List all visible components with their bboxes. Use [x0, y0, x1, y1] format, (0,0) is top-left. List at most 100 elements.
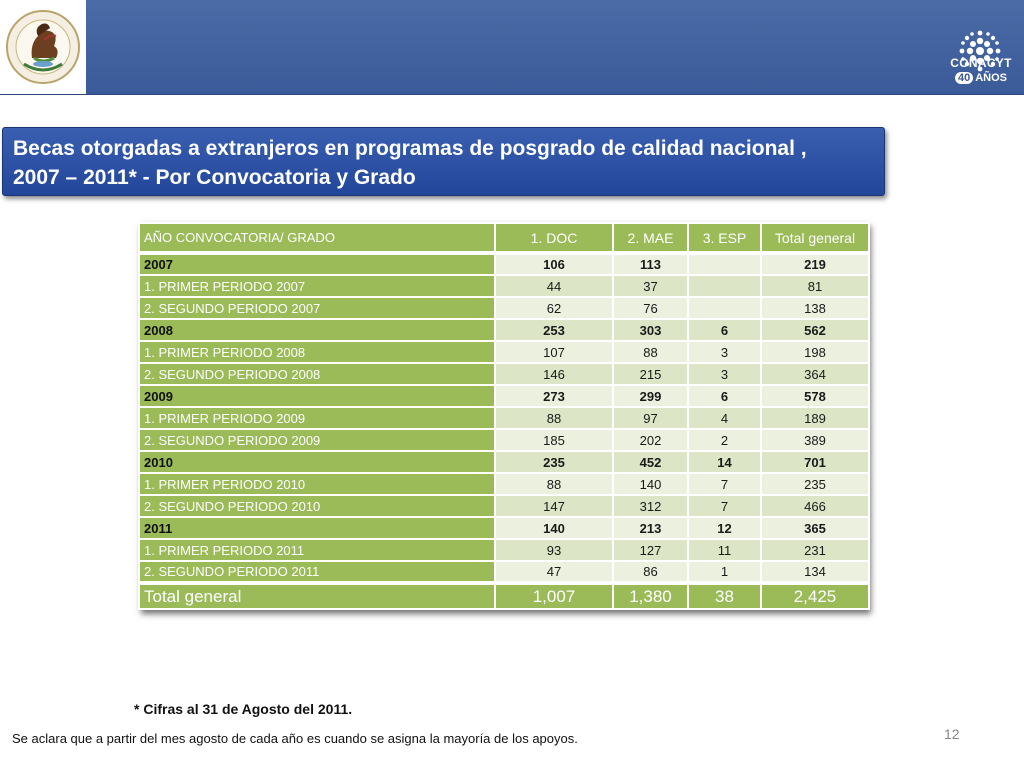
row-label: 2009 [138, 384, 496, 408]
cell-total: 189 [760, 406, 870, 430]
cell-doc: 253 [494, 318, 614, 342]
data-cutoff-note: * Cifras al 31 de Agosto del 2011. [134, 701, 353, 717]
cell-esp: 6 [687, 318, 762, 342]
cell-mae: 213 [612, 516, 689, 540]
table-row: 1. PRIMER PERIODO 2008 107 88 3 198 [138, 340, 870, 364]
row-label: 2010 [138, 450, 496, 474]
cell-esp: 3 [687, 340, 762, 364]
row-label: 1. PRIMER PERIODO 2010 [138, 472, 496, 496]
table-row: 2. SEGUNDO PERIODO 2011 47 86 1 134 [138, 560, 870, 584]
cell-total: 198 [760, 340, 870, 364]
row-label: 2. SEGUNDO PERIODO 2008 [138, 362, 496, 386]
row-label: 1. PRIMER PERIODO 2009 [138, 406, 496, 430]
cell-esp: 7 [687, 472, 762, 496]
cell-mae: 37 [612, 274, 689, 298]
header-band [0, 0, 1024, 95]
cell-esp: 7 [687, 494, 762, 518]
total-esp: 38 [687, 581, 762, 610]
scholarship-table: AÑO CONVOCATORIA/ GRADO 1. DOC 2. MAE 3.… [138, 222, 870, 610]
cell-mae: 202 [612, 428, 689, 452]
cell-esp [687, 274, 762, 298]
cell-esp [687, 252, 762, 276]
cell-mae: 88 [612, 340, 689, 364]
header-doc: 1. DOC [494, 222, 614, 255]
cell-mae: 303 [612, 318, 689, 342]
total-total: 2,425 [760, 581, 870, 610]
header-esp: 3. ESP [687, 222, 762, 255]
cell-esp: 2 [687, 428, 762, 452]
cell-mae: 86 [612, 560, 689, 584]
cell-doc: 93 [494, 538, 614, 562]
cell-total: 389 [760, 428, 870, 452]
cell-doc: 146 [494, 362, 614, 386]
cell-doc: 47 [494, 560, 614, 584]
cell-mae: 215 [612, 362, 689, 386]
cell-total: 562 [760, 318, 870, 342]
header-total: Total general [760, 222, 870, 255]
cell-mae: 140 [612, 472, 689, 496]
cell-mae: 312 [612, 494, 689, 518]
row-label: 2. SEGUNDO PERIODO 2007 [138, 296, 496, 320]
header-mae: 2. MAE [612, 222, 689, 255]
cell-total: 134 [760, 560, 870, 584]
table-row: 2011 140 213 12 365 [138, 516, 870, 540]
cell-esp [687, 296, 762, 320]
header-year-grade: AÑO CONVOCATORIA/ GRADO [138, 222, 496, 255]
slide-title-box: Becas otorgadas a extranjeros en program… [2, 127, 885, 196]
row-label: 1. PRIMER PERIODO 2008 [138, 340, 496, 364]
cell-doc: 44 [494, 274, 614, 298]
conacyt-wordmark: CONACYT [950, 56, 1012, 70]
table-row: 1. PRIMER PERIODO 2010 88 140 7 235 [138, 472, 870, 496]
cell-total: 466 [760, 494, 870, 518]
row-label: 2. SEGUNDO PERIODO 2009 [138, 428, 496, 452]
cell-mae: 76 [612, 296, 689, 320]
table-row: 2007 106 113 219 [138, 252, 870, 276]
total-label: Total general [138, 581, 496, 610]
cell-mae: 113 [612, 252, 689, 276]
coat-of-arms-logo [0, 0, 86, 94]
cell-total: 701 [760, 450, 870, 474]
table-row: 1. PRIMER PERIODO 2011 93 127 11 231 [138, 538, 870, 562]
slide-title-line-1: Becas otorgadas a extranjeros en program… [13, 137, 807, 160]
table-row: 2009 273 299 6 578 [138, 384, 870, 408]
cell-esp: 6 [687, 384, 762, 408]
cell-esp: 14 [687, 450, 762, 474]
row-label: 2011 [138, 516, 496, 540]
table-row: 2. SEGUNDO PERIODO 2008 146 215 3 364 [138, 362, 870, 386]
cell-doc: 185 [494, 428, 614, 452]
cell-doc: 62 [494, 296, 614, 320]
cell-doc: 235 [494, 450, 614, 474]
row-label: 1. PRIMER PERIODO 2007 [138, 274, 496, 298]
cell-doc: 147 [494, 494, 614, 518]
table-row: 1. PRIMER PERIODO 2009 88 97 4 189 [138, 406, 870, 430]
table-total-row: Total general 1,007 1,380 38 2,425 [138, 581, 870, 610]
cell-total: 138 [760, 296, 870, 320]
total-mae: 1,380 [612, 581, 689, 610]
table-row: 2. SEGUNDO PERIODO 2009 185 202 2 389 [138, 428, 870, 452]
cell-total: 231 [760, 538, 870, 562]
table-row: 2. SEGUNDO PERIODO 2007 62 76 138 [138, 296, 870, 320]
table-row: 2008 253 303 6 562 [138, 318, 870, 342]
conacyt-anniversary: 40 AÑOS [946, 72, 1016, 84]
anniversary-number: 40 [954, 72, 974, 84]
cell-doc: 88 [494, 472, 614, 496]
anniversary-text: AÑOS [975, 72, 1008, 84]
slide-title-line-2: 2007 – 2011* - Por Convocatoria y Grado [13, 166, 416, 189]
cell-total: 219 [760, 252, 870, 276]
cell-esp: 12 [687, 516, 762, 540]
table-header-row: AÑO CONVOCATORIA/ GRADO 1. DOC 2. MAE 3.… [138, 222, 870, 255]
cell-mae: 97 [612, 406, 689, 430]
scholarship-table-container: AÑO CONVOCATORIA/ GRADO 1. DOC 2. MAE 3.… [138, 222, 870, 610]
cell-esp: 11 [687, 538, 762, 562]
cell-total: 235 [760, 472, 870, 496]
cell-doc: 88 [494, 406, 614, 430]
cell-doc: 107 [494, 340, 614, 364]
cell-mae: 299 [612, 384, 689, 408]
cell-doc: 106 [494, 252, 614, 276]
cell-mae: 127 [612, 538, 689, 562]
cell-total: 578 [760, 384, 870, 408]
cell-total: 81 [760, 274, 870, 298]
cell-total: 365 [760, 516, 870, 540]
cell-doc: 140 [494, 516, 614, 540]
row-label: 1. PRIMER PERIODO 2011 [138, 538, 496, 562]
